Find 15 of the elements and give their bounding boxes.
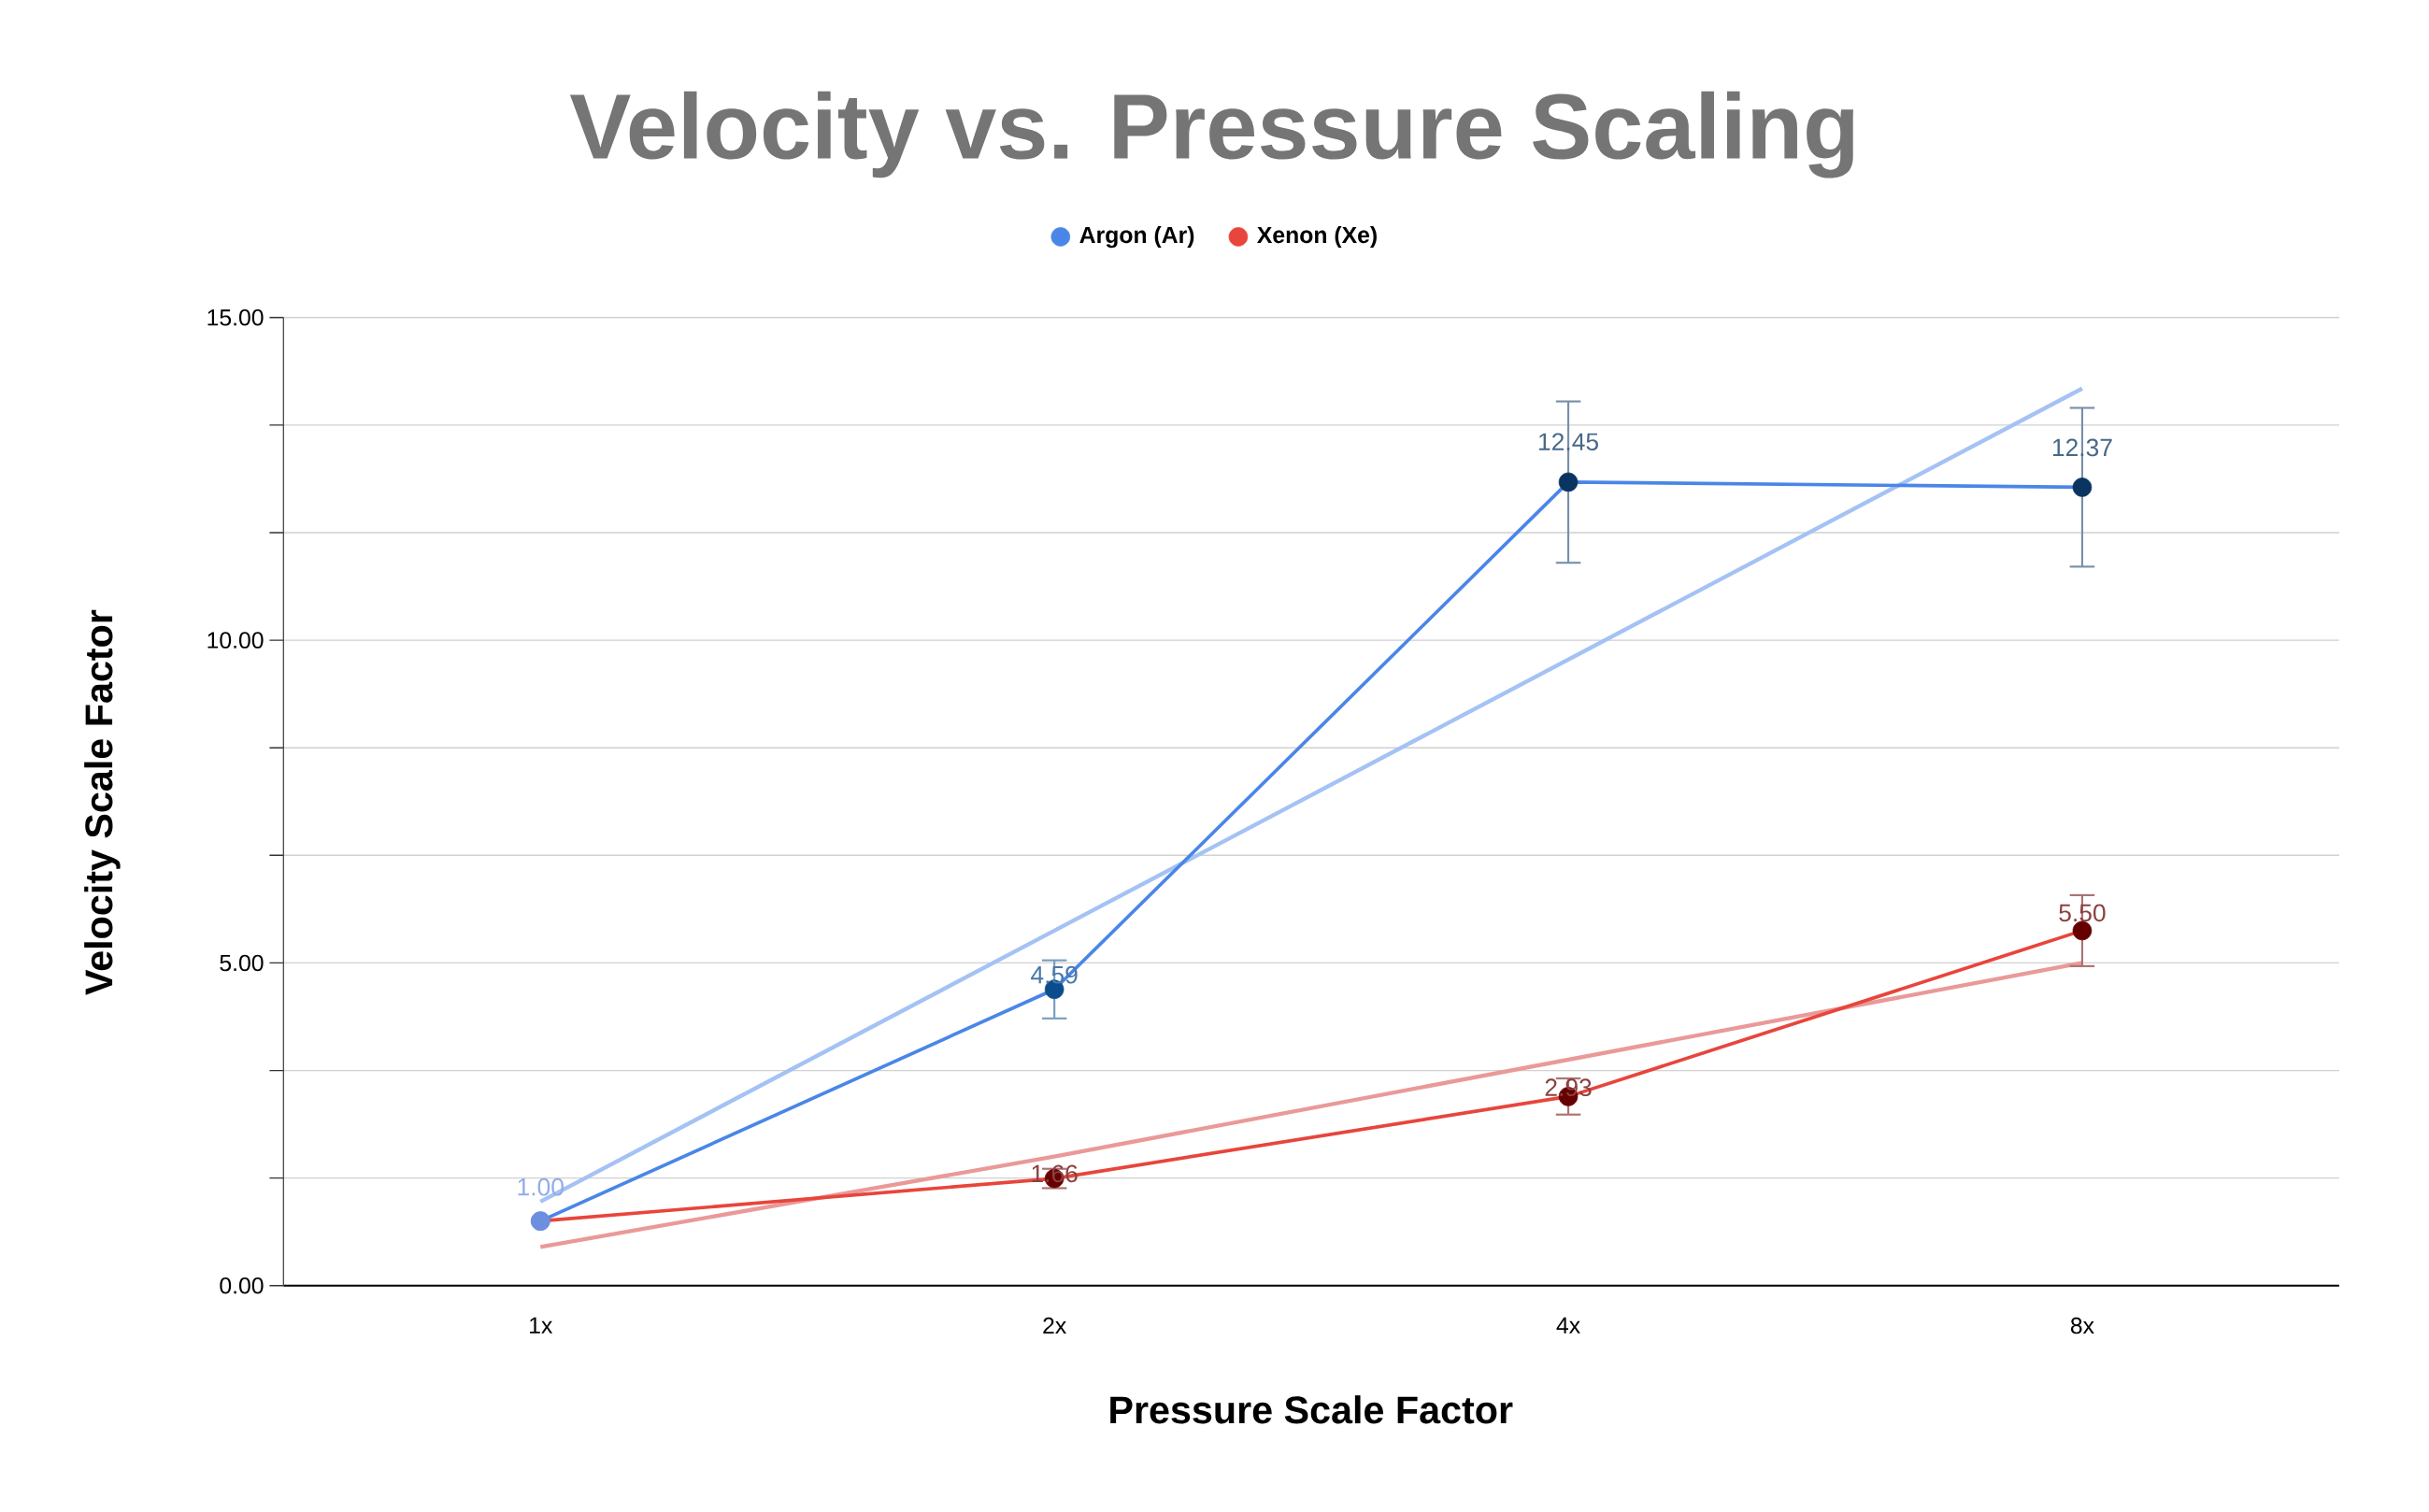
y-axis-title: Velocity Scale Factor: [84, 609, 121, 995]
y-tick-label: 0.00: [220, 1277, 264, 1294]
x-tick-label: 1x: [530, 1317, 553, 1334]
x-tick-label: 4x: [1556, 1317, 1580, 1334]
x-axis-title: Pressure Scale Factor: [1110, 1395, 1513, 1424]
data-label: 1.00: [518, 1177, 564, 1196]
x-tick-label: 2x: [1043, 1317, 1066, 1334]
y-tick-label: 15.00: [207, 309, 264, 326]
y-tick-label: 10.00: [207, 632, 264, 649]
legend-label: Xenon (Xe): [1257, 226, 1377, 249]
x-tick-label: 8x: [2070, 1317, 2094, 1334]
data-label: 1.66: [1032, 1164, 1078, 1183]
chart-title: Velocity vs. Pressure Scaling: [569, 91, 1853, 178]
y-tick-label: 5.00: [220, 954, 264, 972]
legend-label: Argon (Ar): [1079, 226, 1194, 249]
